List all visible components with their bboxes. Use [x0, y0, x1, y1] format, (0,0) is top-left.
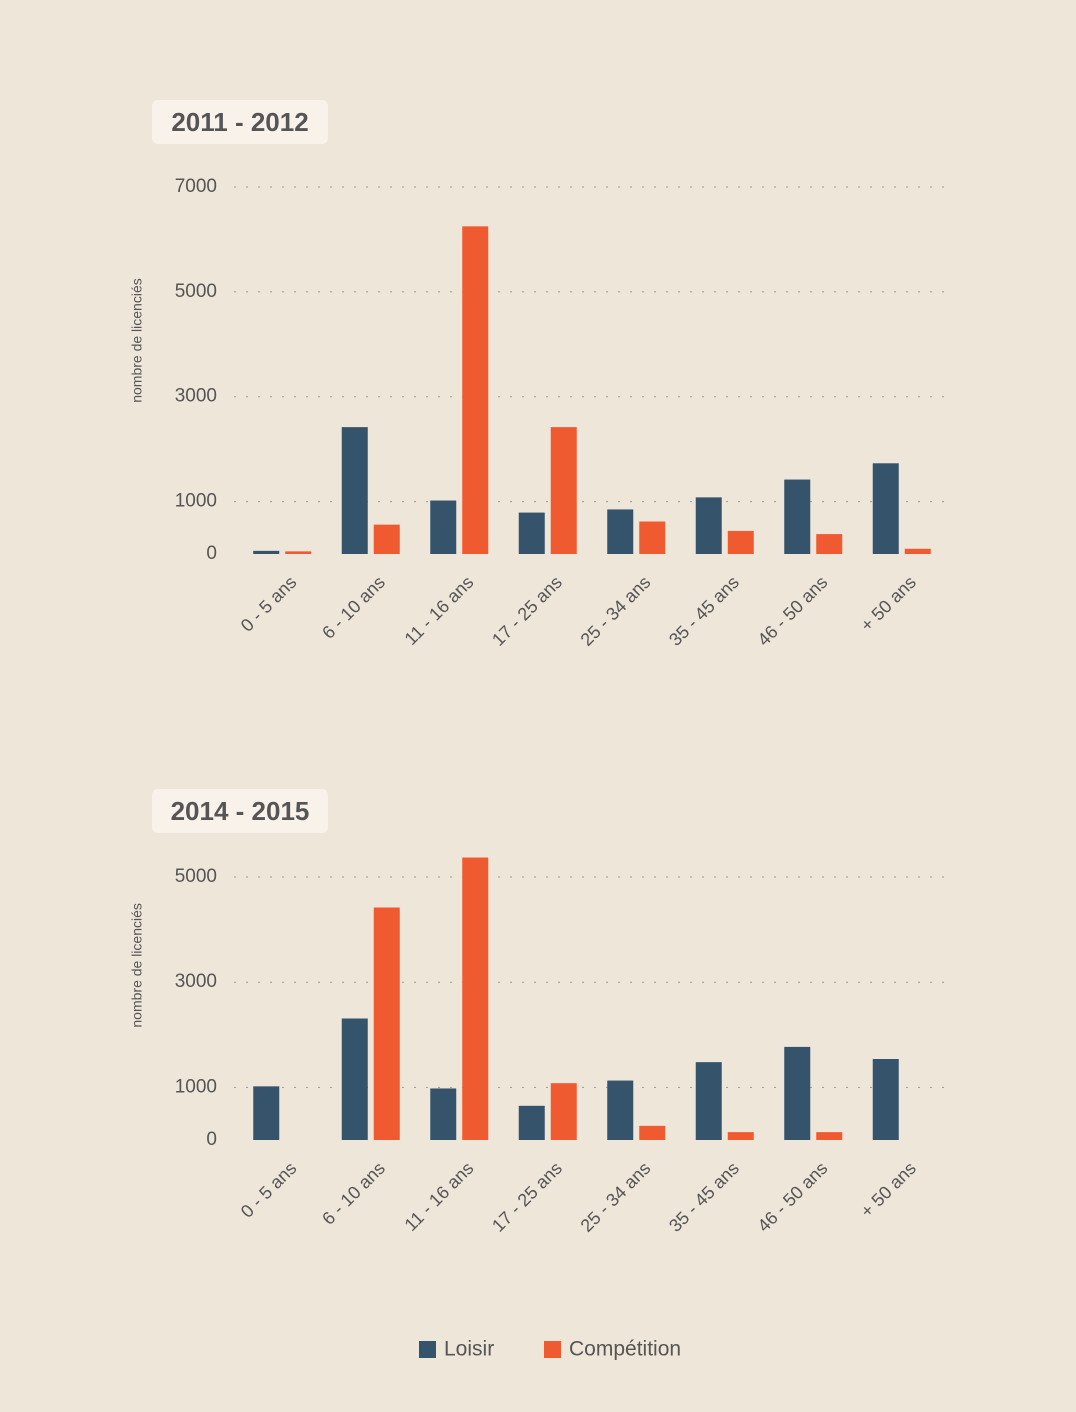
y-axis-label: nombre de licenciés [129, 278, 145, 403]
bar [518, 1105, 545, 1140]
x-tick-label: 11 - 16 ans [401, 1158, 478, 1235]
bar [550, 427, 577, 554]
x-tick-label: 25 - 34 ans [577, 572, 655, 650]
bar [253, 1086, 280, 1140]
bar [784, 1046, 811, 1140]
bar [341, 1018, 368, 1140]
bar [373, 524, 400, 554]
y-tick-label: 5000 [175, 281, 217, 302]
bar [639, 1125, 666, 1140]
y-tick-label: 0 [206, 543, 217, 564]
x-tick-label: 6 - 10 ans [318, 1158, 389, 1229]
bar [430, 1088, 457, 1140]
bar [639, 521, 666, 554]
chart-title: 2011 - 2012 [171, 107, 308, 137]
title-box [152, 100, 328, 144]
x-tick-label: + 50 ans [857, 1158, 920, 1221]
bar [904, 548, 931, 554]
x-tick-label: 25 - 34 ans [577, 1158, 655, 1236]
bar [695, 1062, 722, 1140]
legend-swatch [544, 1341, 561, 1358]
x-tick-label: 0 - 5 ans [237, 1158, 301, 1222]
bar [784, 479, 811, 554]
bar [727, 1132, 754, 1140]
y-tick-label: 5000 [175, 866, 217, 887]
legend-swatch [419, 1341, 436, 1358]
y-tick-label: 1000 [175, 1076, 217, 1097]
y-tick-label: 1000 [175, 491, 217, 512]
bar [607, 1080, 634, 1140]
x-tick-label: 11 - 16 ans [401, 572, 478, 649]
y-tick-label: 3000 [175, 386, 217, 407]
bar [695, 497, 722, 554]
x-tick-label: 35 - 45 ans [665, 572, 743, 650]
x-tick-label: + 50 ans [857, 572, 920, 635]
bar [816, 1132, 843, 1140]
legend-label: Loisir [444, 1338, 494, 1361]
y-tick-label: 3000 [175, 971, 217, 992]
x-tick-label: 0 - 5 ans [237, 572, 301, 636]
x-tick-label: 17 - 25 ans [488, 1158, 566, 1236]
x-tick-label: 35 - 45 ans [665, 1158, 743, 1236]
chart-title: 2014 - 2015 [171, 796, 310, 826]
bar [253, 550, 280, 554]
bar [727, 530, 754, 554]
bar [285, 551, 312, 554]
y-axis-label: nombre de licenciés [129, 903, 145, 1028]
y-tick-label: 7000 [175, 176, 217, 197]
bar [518, 512, 545, 554]
bar [550, 1083, 577, 1140]
title-box [152, 789, 328, 833]
bar [462, 857, 489, 1140]
bar [462, 226, 489, 555]
bar [430, 500, 457, 554]
bar [341, 427, 368, 554]
bar [607, 509, 634, 554]
legend-label: Compétition [569, 1338, 681, 1361]
bar [816, 534, 843, 554]
x-tick-label: 46 - 50 ans [754, 1158, 832, 1236]
bar [872, 1058, 899, 1140]
x-tick-label: 6 - 10 ans [318, 572, 389, 643]
y-tick-label: 0 [206, 1129, 217, 1150]
x-tick-label: 46 - 50 ans [754, 572, 832, 650]
x-tick-label: 17 - 25 ans [488, 572, 566, 650]
bar [373, 907, 400, 1140]
bar [872, 463, 899, 554]
